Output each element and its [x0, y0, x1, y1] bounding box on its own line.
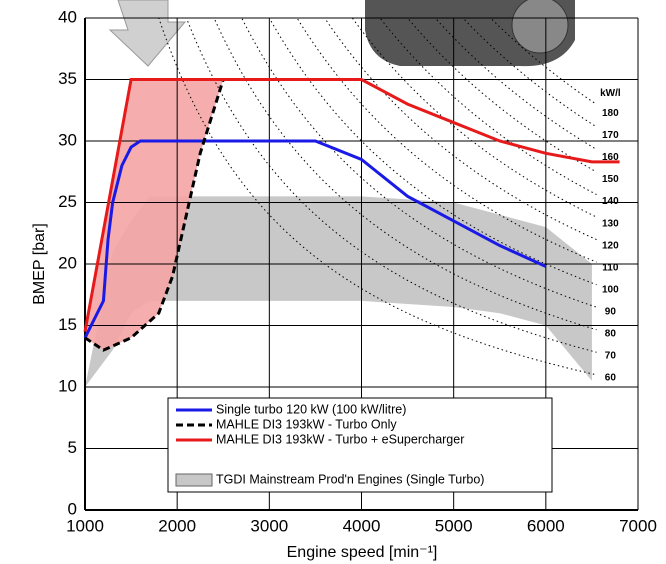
iso-power-label: 110 — [602, 262, 619, 273]
iso-power-label: 100 — [602, 284, 619, 295]
iso-power-line — [185, 18, 597, 353]
engine-photo-detail — [511, 0, 569, 54]
x-axis-label: Engine speed [min⁻¹] — [287, 544, 438, 561]
y-tick-label: 30 — [58, 130, 77, 149]
y-tick-label: 0 — [68, 499, 77, 518]
x-tick-label: 6000 — [527, 516, 565, 535]
legend-label: MAHLE DI3 193kW - Turbo + eSupercharger — [216, 432, 464, 446]
iso-lines — [158, 18, 597, 376]
band-area — [85, 196, 592, 387]
legend-swatch — [175, 473, 213, 487]
legend-label: MAHLE DI3 193kW - Turbo Only — [216, 417, 397, 431]
legend: Single turbo 120 kW (100 kW/litre)MAHLE … — [167, 397, 553, 493]
iso-power-label: 170 — [602, 130, 619, 141]
y-axis-label: BMEP [bar] — [31, 223, 48, 305]
iso-power-label: 70 — [605, 350, 617, 361]
iso-power-label: 60 — [605, 372, 617, 383]
y-tick-label: 25 — [58, 192, 77, 211]
x-tick-label: 5000 — [435, 516, 473, 535]
x-tick-label: 2000 — [158, 516, 196, 535]
iso-unit-label: kW/l — [600, 88, 621, 99]
iso-power-label: 150 — [602, 174, 619, 185]
iso-power-line — [462, 18, 597, 128]
iso-power-line — [406, 18, 597, 173]
iso-power-label: 130 — [602, 218, 619, 229]
arrow-icon — [108, 0, 187, 67]
iso-power-label: 160 — [602, 152, 619, 163]
iso-power-label: 180 — [602, 108, 619, 119]
plot-area: 60 70 80 90 100 110 120 130 140 150 160 170 180 kW/l — [83, 17, 639, 511]
series-line — [84, 79, 225, 352]
decoration — [108, 0, 575, 67]
series-line — [83, 78, 620, 332]
x-tick-label: 4000 — [343, 516, 381, 535]
y-tick-label: 10 — [58, 376, 77, 395]
iso-power-label: 90 — [605, 306, 617, 317]
legend-label: Single turbo 120 kW (100 kW/litre) — [216, 402, 406, 416]
iso-power-label: 80 — [605, 328, 617, 339]
x-tick-label: 7000 — [619, 516, 657, 535]
y-tick-label: 15 — [58, 315, 77, 334]
y-tick-label: 5 — [68, 438, 77, 457]
y-tick-label: 35 — [58, 69, 77, 88]
x-tick-label: 1000 — [66, 516, 104, 535]
iso-power-label: 120 — [602, 240, 619, 251]
y-tick-label: 20 — [58, 253, 77, 272]
legend-label: TGDI Mainstream Prod'n Engines (Single T… — [216, 472, 484, 486]
series-line — [83, 139, 547, 339]
iso-power-line — [268, 18, 597, 286]
iso-power-label: 140 — [602, 196, 619, 207]
y-tick-label: 40 — [58, 7, 77, 26]
legend-box — [167, 397, 553, 493]
x-tick-label: 3000 — [250, 516, 288, 535]
